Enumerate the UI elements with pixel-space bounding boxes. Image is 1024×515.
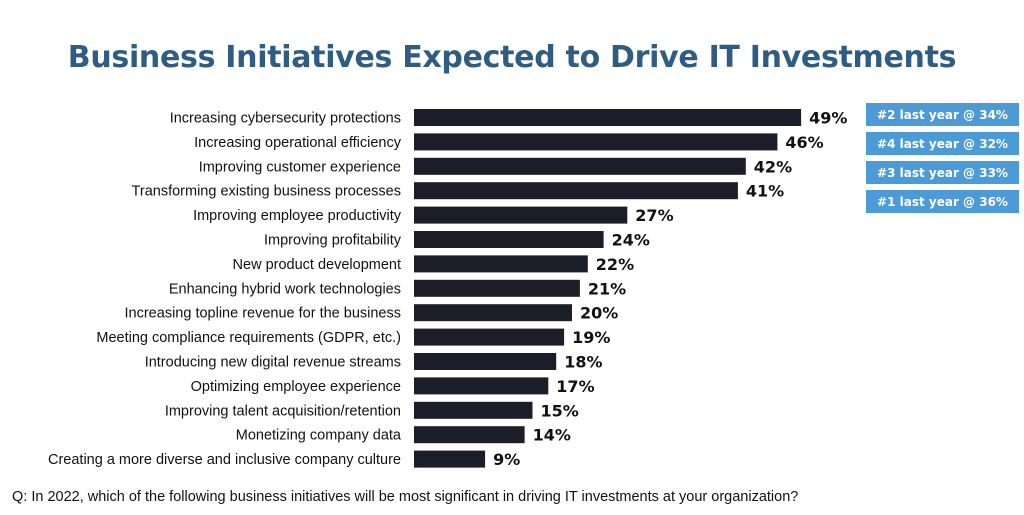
- bars: [414, 109, 802, 468]
- category-label: Enhancing hybrid work technologies: [169, 281, 401, 297]
- value-label: 17%: [556, 377, 594, 396]
- bar: [414, 157, 746, 175]
- value-label: 41%: [746, 182, 784, 201]
- annotation-text: #2 last year @ 34%: [877, 108, 1008, 122]
- value-label: 15%: [541, 401, 579, 420]
- last-year-annotations: #2 last year @ 34% #4 last year @ 32% #3 l…: [866, 103, 1019, 213]
- bar: [414, 304, 572, 322]
- bar-chart: Increasing cybersecurity protections Incr…: [48, 103, 1019, 470]
- category-label: Monetizing company data: [236, 428, 402, 444]
- category-label: Increasing cybersecurity protections: [170, 111, 401, 127]
- bar: [414, 426, 525, 444]
- bar: [414, 377, 549, 395]
- category-label: Transforming existing business processes: [132, 184, 401, 200]
- annotation-text: #3 last year @ 33%: [877, 166, 1008, 180]
- bar: [414, 133, 778, 151]
- value-label: 42%: [754, 157, 792, 176]
- bar: [414, 231, 604, 248]
- value-label: 24%: [612, 231, 650, 250]
- category-label: Optimizing employee experience: [191, 379, 401, 395]
- bar: [414, 109, 802, 126]
- bar: [414, 450, 486, 468]
- category-label: Improving customer experience: [199, 159, 401, 175]
- value-label: 19%: [572, 328, 610, 347]
- survey-question: Q: In 2022, which of the following busin…: [12, 489, 799, 505]
- category-label: Increasing topline revenue for the busin…: [125, 306, 401, 322]
- category-label: Increasing operational efficiency: [194, 135, 402, 151]
- bar: [414, 182, 738, 200]
- value-label: 22%: [596, 255, 634, 274]
- annotation-text: #1 last year @ 36%: [877, 195, 1008, 209]
- value-label: 18%: [564, 353, 602, 372]
- annotation-badge: [866, 190, 1019, 213]
- bar: [414, 353, 557, 370]
- bar: [414, 255, 588, 273]
- value-labels: 49% 46% 42% 41% 27% 24% 22% 21% 20% 19% 18% 17% 15% 1…: [493, 109, 847, 470]
- category-label: Improving talent acquisition/retention: [165, 403, 401, 419]
- bar: [414, 206, 628, 224]
- value-label: 20%: [580, 304, 618, 323]
- value-label: 21%: [588, 279, 626, 298]
- value-label: 49%: [809, 109, 847, 128]
- bar: [414, 328, 565, 346]
- category-label: Improving profitability: [264, 233, 402, 249]
- chart-title: Business Initiatives Expected to Drive I…: [67, 40, 957, 75]
- annotation-badge: [866, 132, 1019, 155]
- annotation-badge: [866, 103, 1019, 126]
- value-label: 46%: [785, 133, 823, 152]
- value-label: 14%: [533, 426, 571, 445]
- value-label: 27%: [635, 206, 673, 225]
- annotation-text: #4 last year @ 32%: [877, 137, 1008, 151]
- annotation-badge: [866, 161, 1019, 184]
- value-label: 9%: [493, 450, 520, 469]
- category-label: Meeting compliance requirements (GDPR, e…: [96, 330, 401, 346]
- category-label: Creating a more diverse and inclusive co…: [48, 452, 401, 468]
- category-label: New product development: [233, 257, 401, 273]
- category-label: Introducing new digital revenue streams: [145, 355, 401, 371]
- bar: [414, 279, 580, 297]
- category-labels: Increasing cybersecurity protections Incr…: [48, 111, 402, 469]
- bar: [414, 401, 533, 419]
- category-label: Improving employee productivity: [193, 208, 402, 224]
